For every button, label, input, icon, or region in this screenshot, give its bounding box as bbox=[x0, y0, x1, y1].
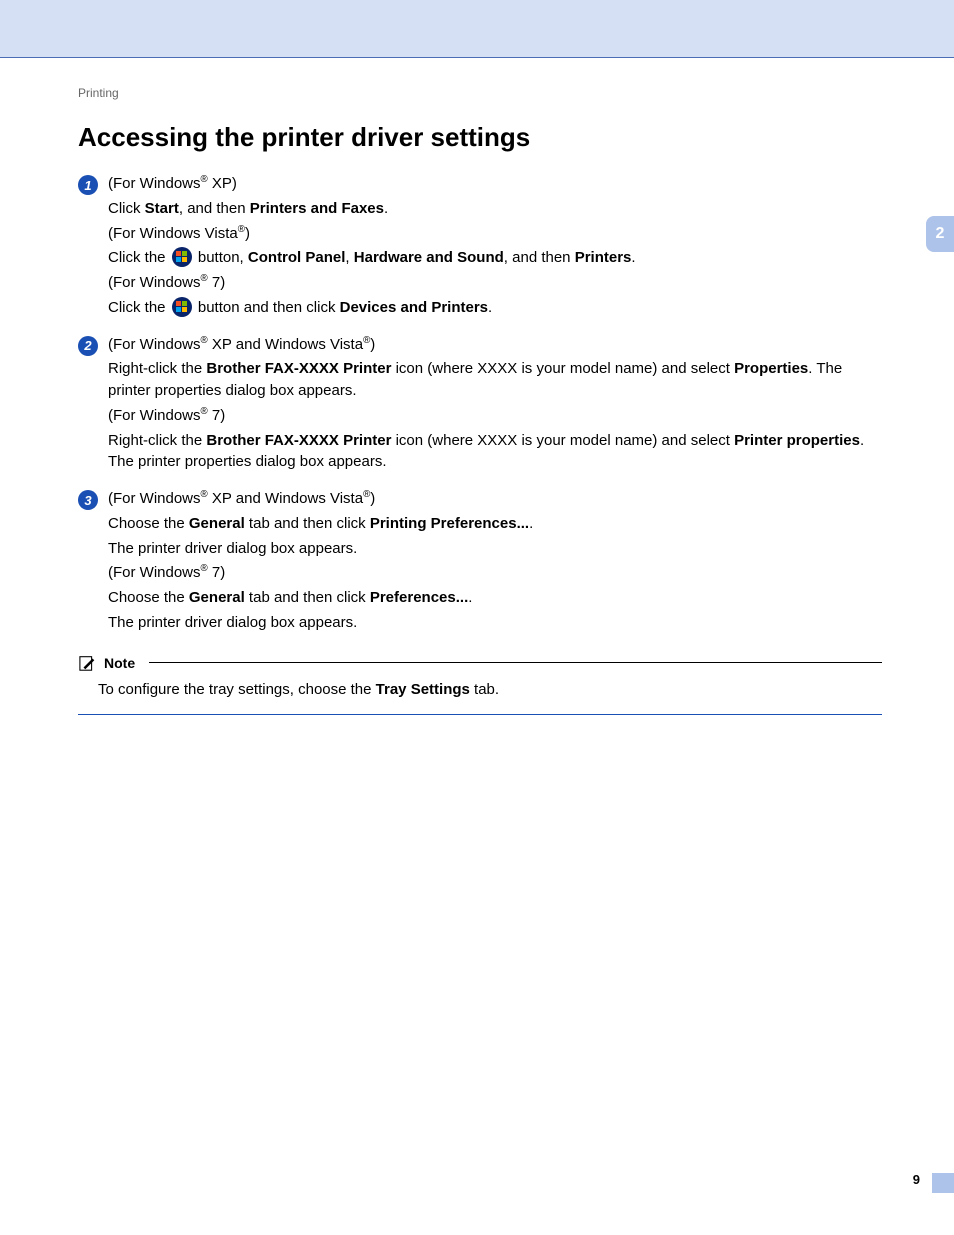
step-2-line-1: (For Windows® XP and Windows Vista®) bbox=[108, 334, 882, 356]
step-3-body: (For Windows® XP and Windows Vista®) Cho… bbox=[108, 488, 882, 637]
step-3-line-3: The printer driver dialog box appears. bbox=[108, 538, 882, 560]
note-bottom-rule bbox=[78, 714, 882, 715]
breadcrumb: Printing bbox=[78, 86, 882, 100]
page-number-accent bbox=[932, 1173, 954, 1193]
note-pencil-icon bbox=[78, 653, 98, 673]
step-3-line-2: Choose the General tab and then click Pr… bbox=[108, 513, 882, 535]
chapter-tab: 2 bbox=[926, 216, 954, 252]
step-bullet-2: 2 bbox=[78, 336, 98, 356]
step-3-line-5: Choose the General tab and then click Pr… bbox=[108, 587, 882, 609]
note-block: Note To configure the tray settings, cho… bbox=[78, 653, 882, 715]
step-3-line-4: (For Windows® 7) bbox=[108, 562, 882, 584]
step-2-body: (For Windows® XP and Windows Vista®) Rig… bbox=[108, 334, 882, 477]
step-3-line-1: (For Windows® XP and Windows Vista®) bbox=[108, 488, 882, 510]
note-body: To configure the tray settings, choose t… bbox=[78, 679, 882, 708]
step-2-line-4: Right-click the Brother FAX-XXXX Printer… bbox=[108, 430, 882, 474]
step-1-line-5: (For Windows® 7) bbox=[108, 272, 882, 294]
chapter-tab-number: 2 bbox=[936, 225, 945, 243]
step-bullet-3: 3 bbox=[78, 490, 98, 510]
step-2-line-2: Right-click the Brother FAX-XXXX Printer… bbox=[108, 358, 882, 402]
step-3-line-6: The printer driver dialog box appears. bbox=[108, 612, 882, 634]
note-label: Note bbox=[104, 655, 135, 671]
step-2-line-3: (For Windows® 7) bbox=[108, 405, 882, 427]
step-bullet-1: 1 bbox=[78, 175, 98, 195]
step-1-line-6: Click the button and then click Devices … bbox=[108, 297, 882, 319]
header-band bbox=[0, 0, 954, 58]
note-header: Note bbox=[78, 653, 882, 673]
step-1-line-2: Click Start, and then Printers and Faxes… bbox=[108, 198, 882, 220]
windows-start-icon bbox=[172, 297, 192, 317]
step-2: 2 (For Windows® XP and Windows Vista®) R… bbox=[78, 334, 882, 477]
step-1-body: (For Windows® XP) Click Start, and then … bbox=[108, 173, 882, 322]
page-content: Printing Accessing the printer driver se… bbox=[78, 72, 882, 715]
windows-start-icon bbox=[172, 247, 192, 267]
note-header-rule bbox=[149, 662, 882, 663]
step-1: 1 (For Windows® XP) Click Start, and the… bbox=[78, 173, 882, 322]
page-number: 9 bbox=[913, 1172, 920, 1187]
step-1-line-4: Click the button, Control Panel, Hardwar… bbox=[108, 247, 882, 269]
step-1-line-1: (For Windows® XP) bbox=[108, 173, 882, 195]
step-1-line-3: (For Windows Vista®) bbox=[108, 223, 882, 245]
step-3: 3 (For Windows® XP and Windows Vista®) C… bbox=[78, 488, 882, 637]
page-title: Accessing the printer driver settings bbox=[78, 122, 882, 153]
